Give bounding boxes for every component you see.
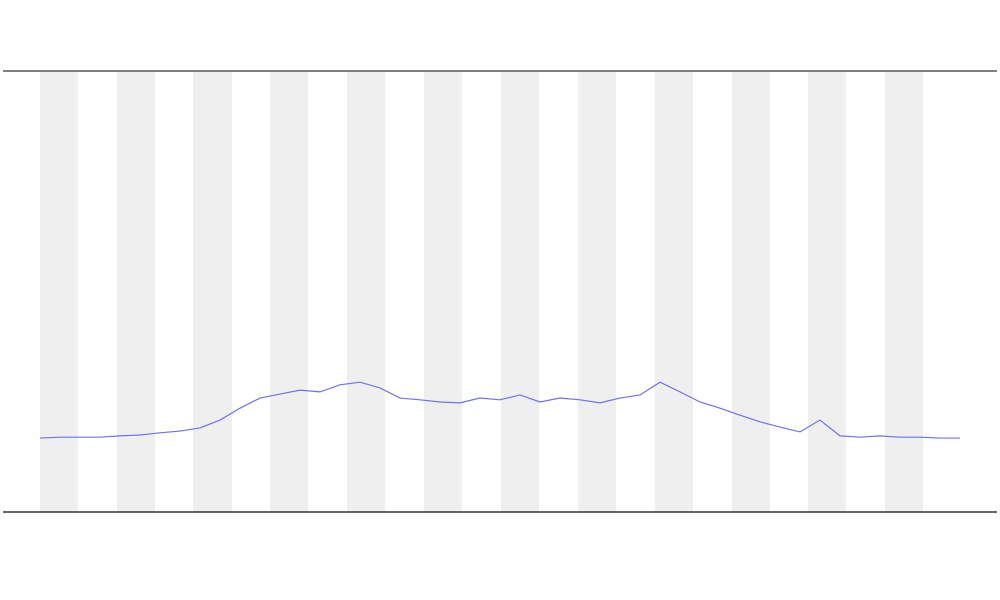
- band: [424, 72, 462, 512]
- background-bands: [40, 72, 923, 512]
- band: [578, 72, 616, 512]
- band: [347, 72, 385, 512]
- band: [732, 72, 770, 512]
- band: [808, 72, 846, 512]
- band: [655, 72, 693, 512]
- band: [270, 72, 308, 512]
- band: [40, 72, 78, 512]
- band: [885, 72, 923, 512]
- band: [501, 72, 539, 512]
- band: [117, 72, 155, 512]
- data-line: [39, 381, 960, 439]
- band: [193, 72, 232, 512]
